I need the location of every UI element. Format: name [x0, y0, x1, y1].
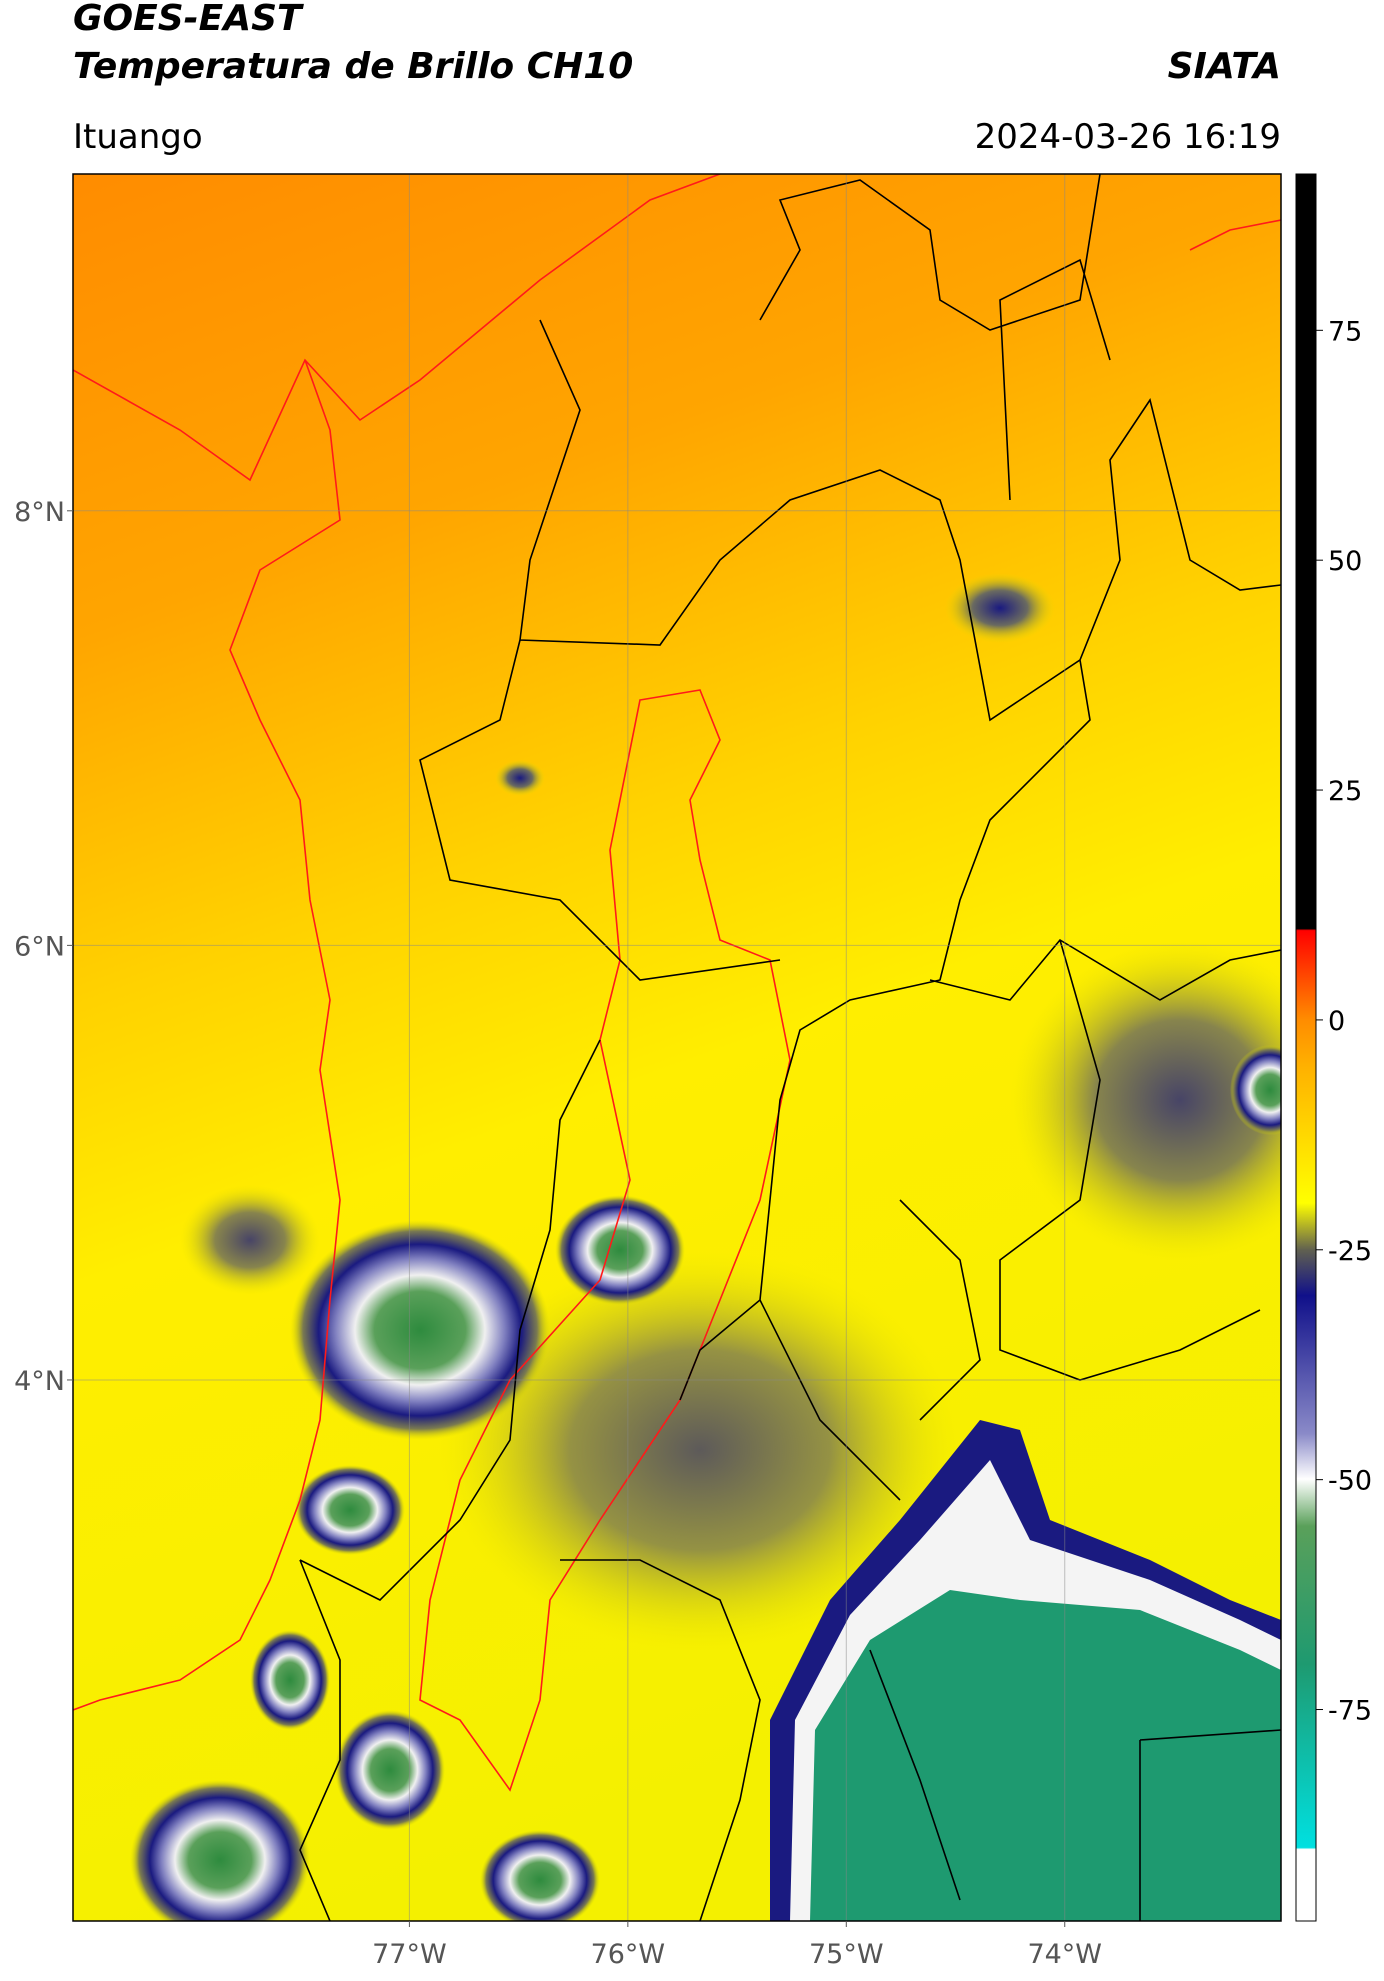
colorbar-tick-label: 25: [1328, 776, 1362, 807]
colorbar-tick-label: 50: [1328, 546, 1362, 577]
subtitle: Temperatura de Brillo CH10: [73, 46, 633, 87]
graticule: [73, 174, 1281, 1921]
colorbar-tick-label: -50: [1328, 1466, 1372, 1497]
colorbar-tick-label: -25: [1328, 1236, 1372, 1267]
y-tick-label: 4°N: [14, 1366, 65, 1397]
cloud-fields: [130, 573, 1281, 1921]
location: Ituango: [73, 117, 203, 157]
y-tick-label: 8°N: [14, 497, 65, 528]
colorbar: [1295, 173, 1317, 1922]
borders: [73, 174, 1281, 1921]
map: [73, 174, 1281, 1921]
colorbar-tick-label: -75: [1328, 1696, 1372, 1727]
x-tick-label: 75°W: [809, 1939, 884, 1970]
y-tick-label: 6°N: [14, 931, 65, 962]
colorbar-tick-label: 0: [1328, 1006, 1345, 1037]
source: SIATA: [1168, 46, 1281, 87]
map-frame: [72, 173, 1282, 1922]
datetime: 2024-03-26 16:19: [975, 117, 1281, 157]
x-tick-label: 77°W: [372, 1939, 447, 1970]
colorbar-tick-label: 75: [1328, 316, 1362, 347]
x-tick-label: 76°W: [591, 1939, 666, 1970]
x-tick-label: 74°W: [1027, 1939, 1102, 1970]
title: GOES-EAST: [73, 0, 304, 39]
